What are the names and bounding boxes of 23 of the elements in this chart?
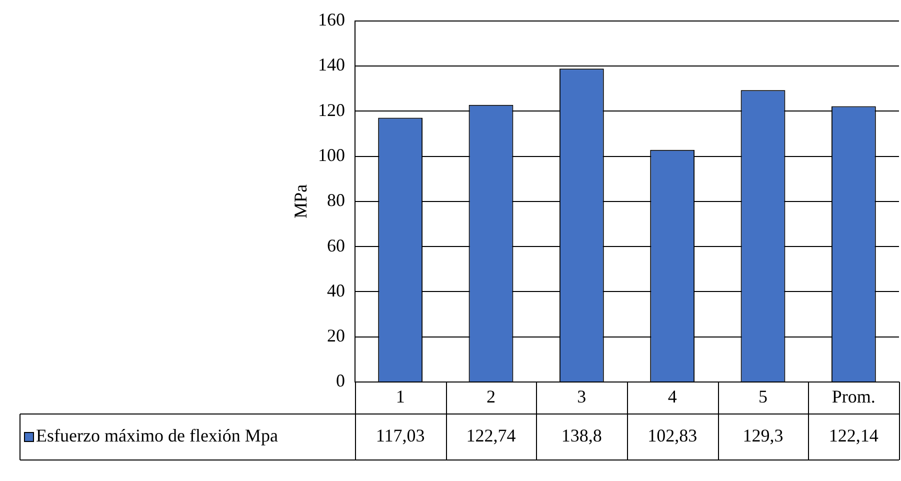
y-tick-label: 100 [318, 144, 345, 165]
y-tick-label: 20 [327, 326, 345, 346]
data-label: 138,8 [561, 426, 602, 446]
y-tick-label: 80 [327, 190, 345, 210]
data-label: 102,83 [648, 426, 698, 446]
y-tick-label: 40 [327, 280, 345, 300]
y-tick-label: 160 [318, 10, 345, 30]
y-tick-label: 120 [318, 100, 345, 120]
data-label: 129,3 [742, 426, 784, 446]
legend-label: Esfuerzo máximo de flexión Mpa [36, 426, 278, 446]
data-label: 122,14 [828, 426, 878, 446]
data-label: 117,03 [376, 426, 425, 446]
x-tick-label: 3 [577, 386, 586, 407]
data-label: 122,74 [466, 426, 516, 446]
x-tick-label: 2 [486, 386, 496, 407]
y-tick-label: 60 [327, 235, 345, 256]
y-tick-label: 0 [336, 370, 345, 391]
y-tick-label: 140 [318, 54, 345, 75]
x-tick-label: Prom. [832, 386, 876, 407]
x-tick-label: 5 [758, 386, 768, 407]
x-tick-label: 4 [668, 386, 677, 407]
y-axis-title: MPa [290, 184, 311, 218]
x-tick-label: 1 [396, 386, 405, 407]
